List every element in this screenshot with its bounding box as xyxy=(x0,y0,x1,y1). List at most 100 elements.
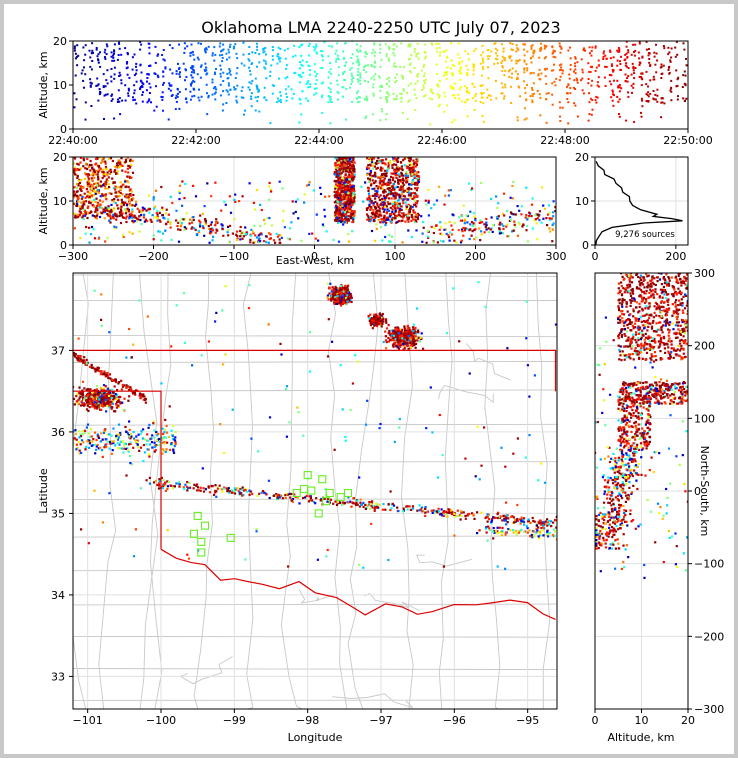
east-west-source xyxy=(531,197,534,200)
east-west-source xyxy=(413,196,416,199)
east-west-source xyxy=(389,190,392,193)
time-height-source xyxy=(184,79,186,82)
time-height-source xyxy=(350,67,353,70)
time-height-source xyxy=(234,77,237,79)
east-west-source xyxy=(389,213,392,216)
east-west-source xyxy=(398,202,401,205)
east-west-source xyxy=(377,215,380,218)
east-west-source xyxy=(223,200,226,203)
east-west-source xyxy=(350,177,353,180)
time-height-source xyxy=(206,92,208,95)
east-west-source xyxy=(119,206,122,209)
time-height-source xyxy=(466,89,469,92)
time-height-source xyxy=(301,64,304,67)
east-west-source xyxy=(409,157,412,160)
east-west-source xyxy=(382,181,385,184)
east-west-source xyxy=(268,216,271,220)
time-height-source xyxy=(307,64,310,67)
time-height-source xyxy=(184,88,187,91)
east-west-source xyxy=(554,210,556,213)
time-height-source xyxy=(438,103,441,106)
time-height-source xyxy=(162,75,165,78)
east-west-source xyxy=(89,233,93,236)
east-west-source xyxy=(236,230,239,233)
time-height-source xyxy=(559,45,561,48)
east-west-source xyxy=(390,175,393,178)
east-west-source xyxy=(113,165,116,168)
east-west-source xyxy=(390,197,393,200)
time-height-source xyxy=(438,80,441,83)
east-west-source xyxy=(113,212,117,215)
east-west-source xyxy=(258,237,261,240)
east-west-source xyxy=(422,221,425,224)
east-west-source xyxy=(514,225,517,228)
east-west-source xyxy=(99,203,102,206)
east-west-source xyxy=(345,195,348,198)
time-height-source xyxy=(254,96,257,99)
east-west-source xyxy=(81,206,84,209)
east-west-source xyxy=(534,214,537,217)
east-west-source xyxy=(439,226,443,229)
east-west-source xyxy=(181,204,184,207)
time-height-source xyxy=(236,84,239,87)
east-west-source xyxy=(108,215,111,218)
east-west-source xyxy=(405,170,408,173)
time-height-source xyxy=(204,50,207,53)
time-height-source xyxy=(140,43,143,46)
east-west-source xyxy=(415,214,418,217)
east-west-source xyxy=(325,230,328,233)
east-west-source xyxy=(377,160,380,163)
east-west-source xyxy=(341,194,344,197)
east-west-source xyxy=(121,193,124,196)
county-line xyxy=(73,535,557,538)
time-height-source xyxy=(432,92,435,95)
east-west-source xyxy=(414,165,417,168)
east-west-source xyxy=(335,175,338,178)
time-height-xtick-label: 22:46:00 xyxy=(417,134,466,147)
east-west-source xyxy=(373,182,376,185)
east-west-source xyxy=(131,216,134,219)
time-height-source xyxy=(539,114,542,117)
time-height-source xyxy=(610,96,613,99)
time-height-source xyxy=(597,64,600,67)
east-west-source xyxy=(131,214,135,217)
time-height-source xyxy=(374,51,376,54)
east-west-source xyxy=(87,177,90,180)
east-west-source xyxy=(308,232,311,235)
east-west-source xyxy=(335,195,338,198)
east-west-source xyxy=(108,172,111,175)
time-height-source xyxy=(486,88,489,91)
time-height-source xyxy=(490,50,493,53)
time-height-source xyxy=(358,100,361,103)
east-west-source xyxy=(453,239,456,242)
east-west-source xyxy=(338,216,341,220)
time-height-source xyxy=(630,53,633,56)
east-west-source xyxy=(370,184,373,187)
plan-view-source xyxy=(397,327,400,330)
county-line xyxy=(179,656,233,685)
time-height-source xyxy=(190,43,193,46)
time-height-source xyxy=(286,96,288,99)
east-west-source xyxy=(416,186,419,189)
time-height-source xyxy=(271,58,274,61)
east-west-source xyxy=(148,208,152,211)
east-west-source xyxy=(383,216,386,219)
time-height-source xyxy=(263,86,266,89)
east-west-source xyxy=(382,210,385,213)
east-west-source xyxy=(127,208,131,211)
time-height-source xyxy=(540,72,543,75)
east-west-source xyxy=(407,157,410,159)
time-height-source xyxy=(431,43,434,46)
time-height-source xyxy=(502,47,505,50)
east-west-source xyxy=(375,185,378,188)
time-height-source xyxy=(243,113,245,116)
time-height-source xyxy=(262,59,265,62)
east-west-source xyxy=(100,161,103,164)
east-west-source xyxy=(164,223,168,226)
east-west-source xyxy=(389,240,392,243)
time-height-source xyxy=(226,72,229,75)
time-height-source xyxy=(445,49,448,52)
east-west-source xyxy=(398,209,401,213)
time-height-source xyxy=(552,50,555,53)
